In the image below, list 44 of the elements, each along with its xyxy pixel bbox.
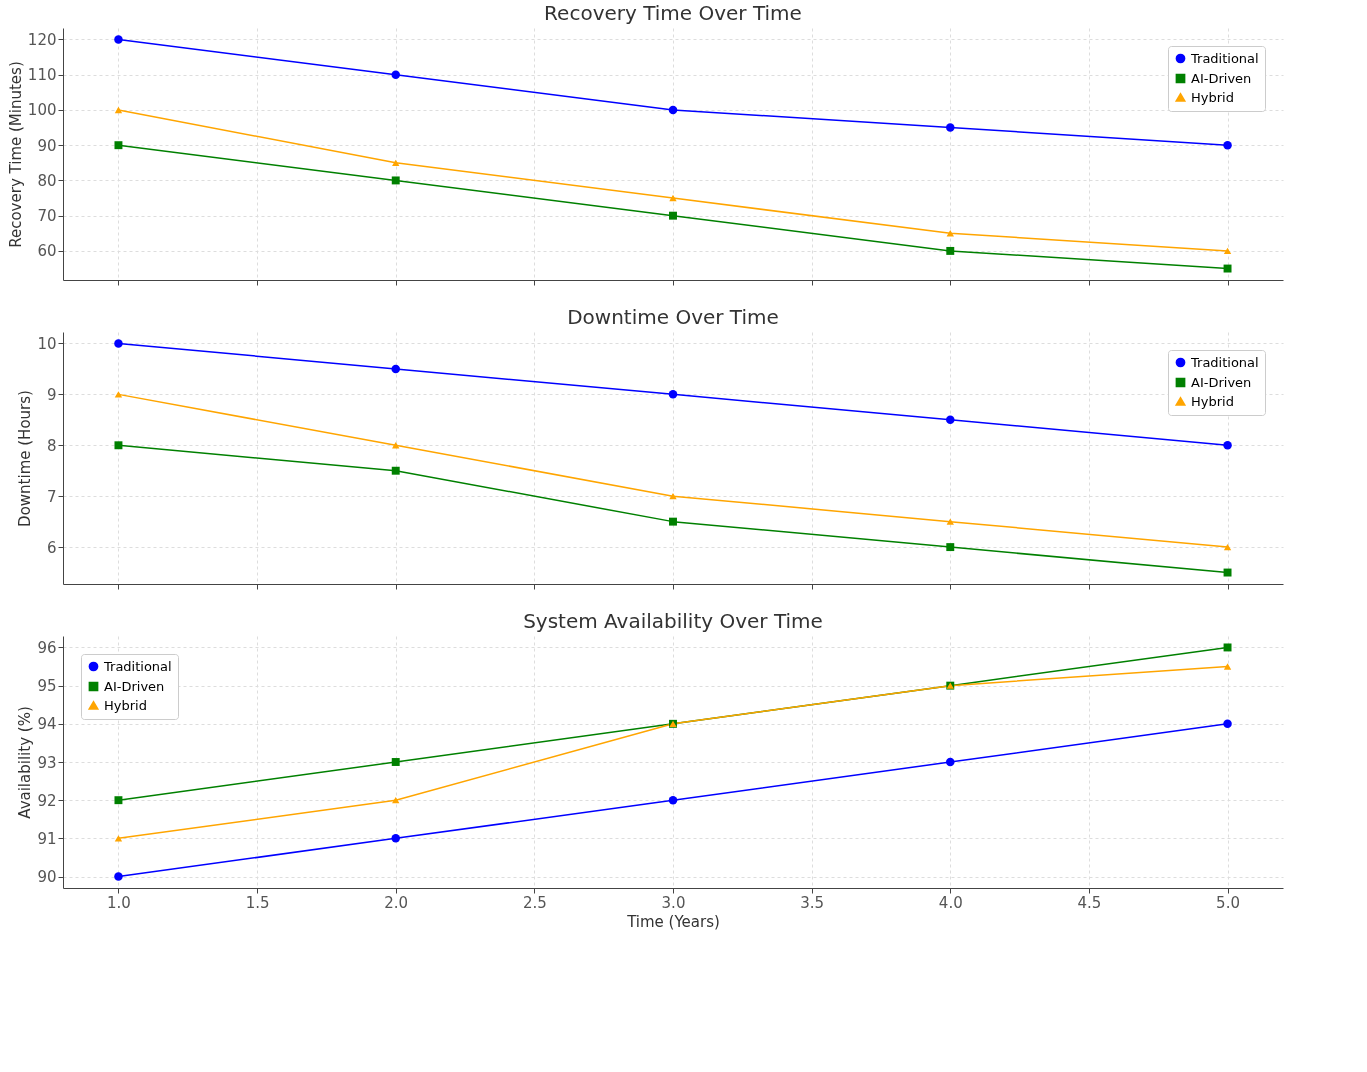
- legend-label: Traditional: [1190, 50, 1259, 66]
- x-tick-label: 4.5: [1077, 893, 1102, 912]
- y-tick-label: 60: [37, 242, 57, 261]
- y-tick-label: 110: [27, 66, 57, 85]
- x-tick-label: 2.0: [384, 893, 409, 912]
- chart-title: Recovery Time Over Time: [544, 1, 802, 25]
- x-tick-label: 1.0: [107, 893, 131, 912]
- x-tick-label: 2.5: [522, 893, 547, 912]
- x-tick-label: 1.5: [245, 893, 270, 912]
- x-axis-title: Time (Years): [626, 912, 720, 931]
- y-axis-title: Recovery Time (Minutes): [6, 61, 25, 248]
- legend-label: Hybrid: [1191, 89, 1234, 105]
- y-tick-label: 96: [37, 638, 57, 657]
- y-tick-label: 120: [27, 30, 57, 49]
- x-tick-label: 3.5: [800, 893, 825, 912]
- x-tick-label: 4.0: [938, 893, 963, 912]
- legend-label: Traditional: [1190, 354, 1259, 370]
- legend-label: Hybrid: [1191, 393, 1234, 409]
- legend-label: Hybrid: [104, 697, 147, 713]
- legend-label: Traditional: [103, 658, 172, 674]
- legend-label: AI-Driven: [1191, 70, 1252, 86]
- y-tick-label: 91: [37, 829, 57, 848]
- chart-title: System Availability Over Time: [523, 609, 823, 633]
- y-tick-label: 9: [46, 385, 57, 404]
- x-tick-label: 3.0: [661, 893, 686, 912]
- y-tick-label: 8: [46, 436, 57, 455]
- y-tick-label: 100: [27, 101, 57, 120]
- y-tick-label: 93: [37, 753, 57, 772]
- y-tick-label: 80: [37, 171, 57, 190]
- y-tick-label: 95: [37, 677, 57, 696]
- y-tick-label: 90: [37, 136, 57, 155]
- y-axis-title: Downtime (Hours): [16, 390, 35, 527]
- y-tick-label: 92: [37, 791, 57, 810]
- x-tick-label: 5.0: [1216, 893, 1240, 912]
- legend-label: AI-Driven: [104, 678, 165, 694]
- y-tick-label: 70: [37, 207, 57, 226]
- y-tick-label: 7: [46, 487, 57, 506]
- chart-title: Downtime Over Time: [567, 305, 779, 329]
- y-axis-title: Availability (%): [16, 706, 35, 819]
- legend-label: AI-Driven: [1191, 374, 1252, 390]
- y-tick-label: 10: [37, 334, 57, 353]
- y-tick-label: 90: [37, 868, 57, 887]
- y-tick-label: 6: [46, 538, 57, 557]
- y-tick-label: 94: [37, 715, 57, 734]
